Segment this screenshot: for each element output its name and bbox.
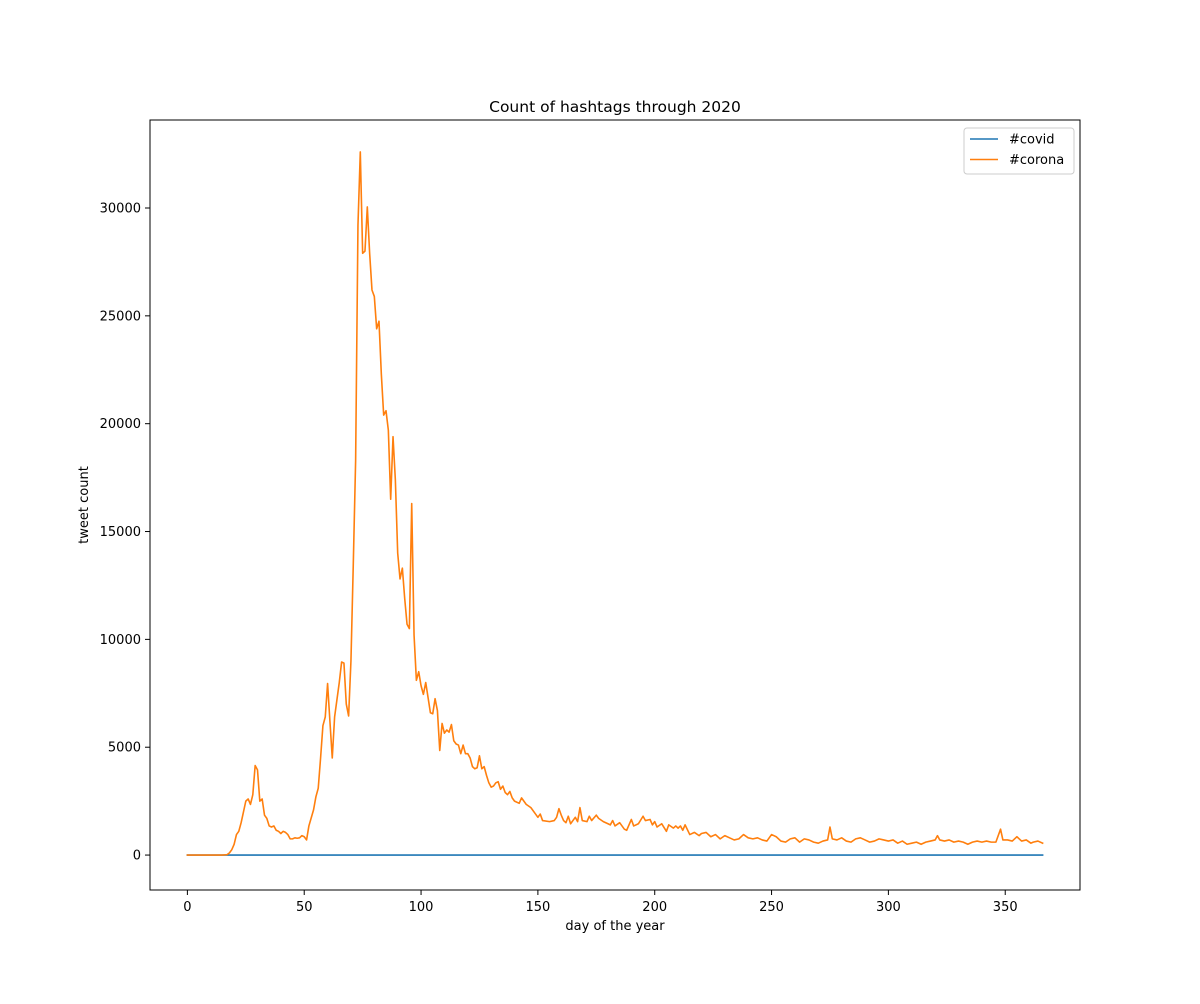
- x-tick-label: 50: [296, 900, 313, 915]
- x-axis-label: day of the year: [565, 919, 665, 934]
- series-line-corona: [186, 151, 1044, 856]
- y-tick-label: 5000: [108, 741, 141, 756]
- legend-label: #corona: [1009, 153, 1064, 168]
- y-tick-label: 20000: [100, 417, 141, 432]
- legend: #covid #corona: [963, 127, 1075, 175]
- x-tick-label: 0: [183, 900, 191, 915]
- x-tick-label: 350: [993, 900, 1018, 915]
- x-tick-label: 100: [409, 900, 434, 915]
- x-tick-label: 200: [642, 900, 667, 915]
- x-tick-label: 300: [876, 900, 901, 915]
- x-tick-label: 250: [759, 900, 784, 915]
- y-axis-ticks: 0 5000 10000 15000 20000 25000 30000: [100, 202, 150, 864]
- x-tick-label: 150: [525, 900, 550, 915]
- series-lines: [186, 151, 1044, 856]
- y-tick-label: 25000: [100, 309, 141, 324]
- chart-title: Count of hashtags through 2020: [489, 98, 741, 116]
- legend-label: #covid: [1009, 133, 1055, 148]
- x-axis-ticks: 0 50 100 150 200 250 300 350: [183, 890, 1018, 915]
- y-tick-label: 0: [133, 849, 141, 864]
- y-axis-label: tweet count: [77, 466, 92, 544]
- y-tick-label: 15000: [100, 525, 141, 540]
- y-tick-label: 30000: [100, 202, 141, 217]
- plot-area-frame: [149, 119, 1081, 891]
- y-tick-label: 10000: [100, 633, 141, 648]
